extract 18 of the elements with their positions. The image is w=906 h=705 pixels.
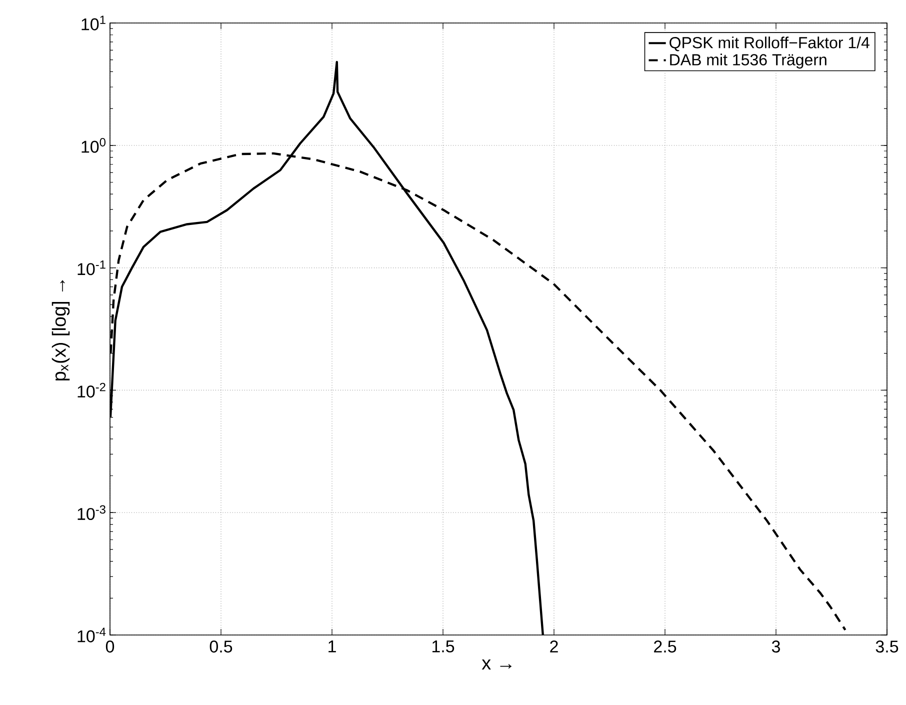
x-tick-label: 2.5 xyxy=(654,640,676,653)
x-tick-label: 3.5 xyxy=(876,640,898,653)
x-tick-label: 1 xyxy=(328,640,336,652)
x-tick-label: 1.5 xyxy=(432,640,454,652)
x-tick-label: 2 xyxy=(550,640,558,652)
x-tick-label: 0.5 xyxy=(210,640,232,653)
y-tick-label: 10$^{-1}$ xyxy=(78,260,106,276)
y-tick-label: 10$^{1}$ xyxy=(82,16,106,30)
y-tick-label: 10$^{-3}$ xyxy=(78,505,106,520)
y-tick-label: 10$^{-2}$ xyxy=(78,382,106,398)
y-axis-title: p$_{x}$(x) [log] → xyxy=(52,280,70,380)
x-axis-title: x → xyxy=(482,659,512,670)
x-tick-label: 3 xyxy=(772,640,780,653)
legend-label: DAB mit 1536 Trägern xyxy=(670,54,826,69)
legend-label: QPSK mit Rolloff−Faktor 1/4 xyxy=(670,36,870,52)
y-tick-label: 10$^{0}$ xyxy=(82,138,106,153)
y-tick-label: 10$^{-4}$ xyxy=(78,628,106,642)
x-tick-label: 0 xyxy=(106,640,114,653)
